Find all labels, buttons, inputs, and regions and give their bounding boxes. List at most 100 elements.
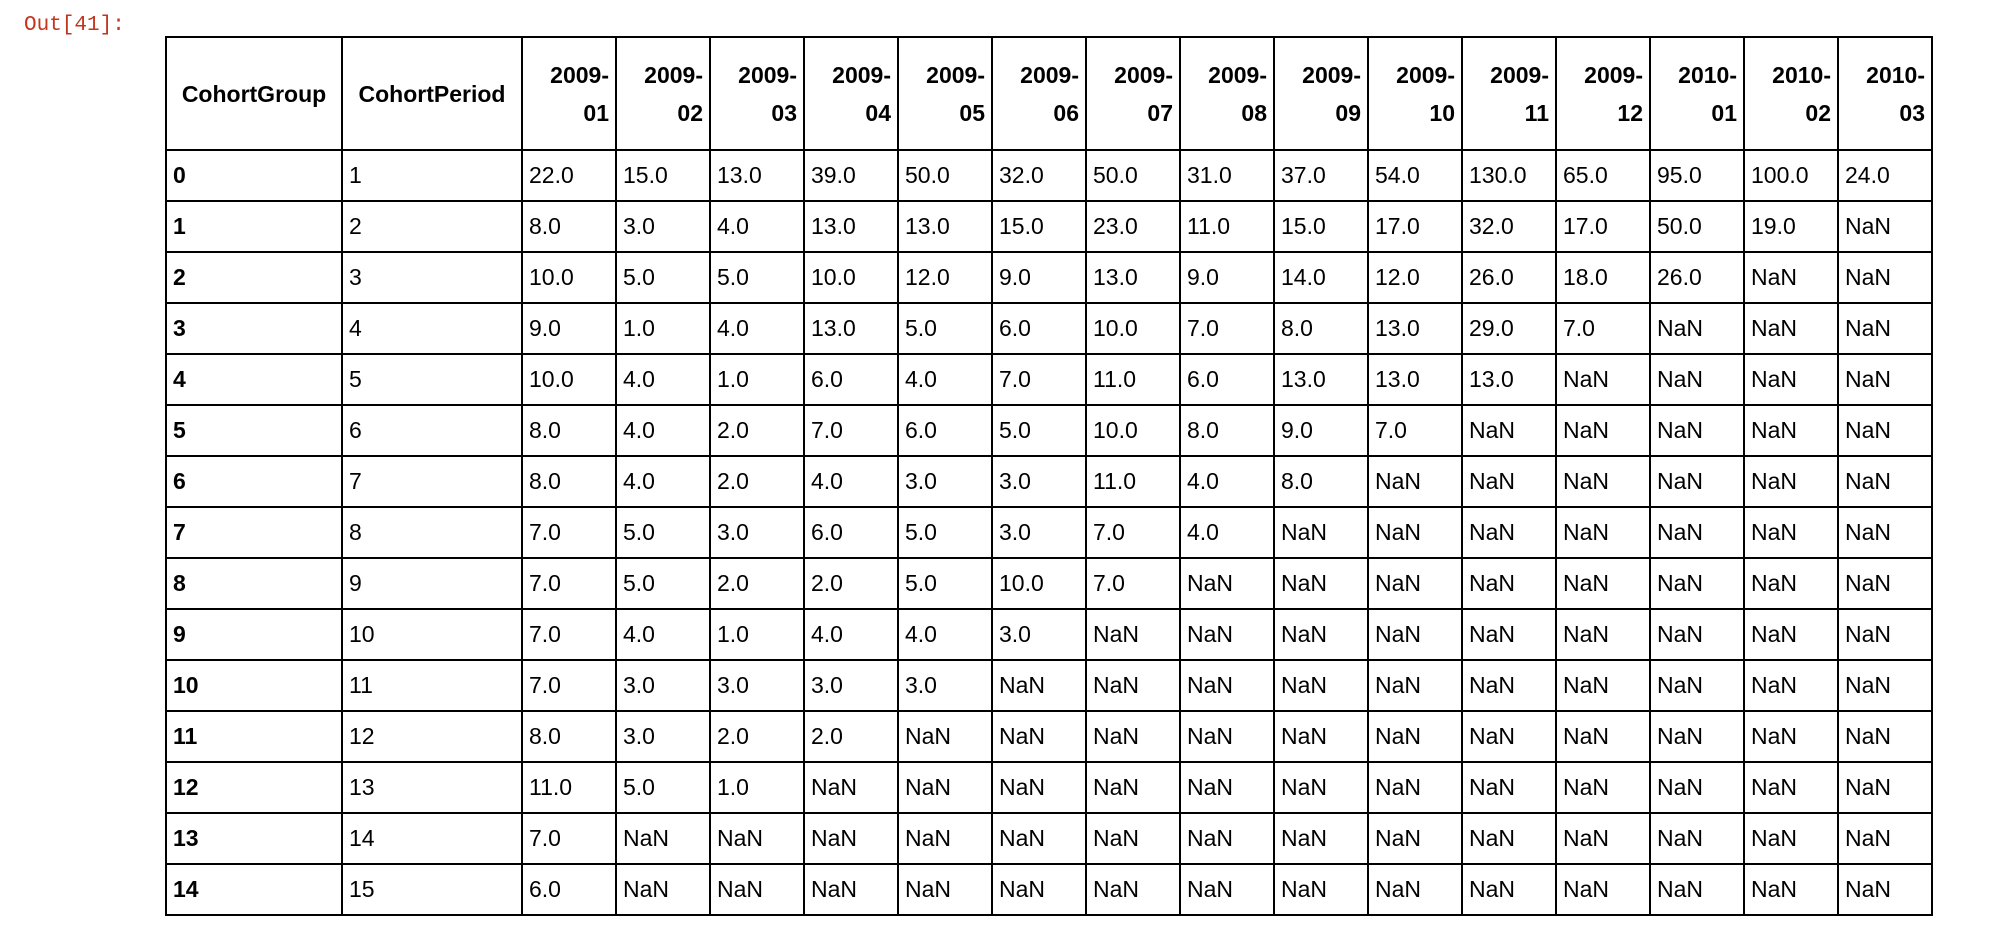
table-cell: NaN	[1179, 557, 1275, 610]
table-cell: 8.0	[521, 404, 617, 457]
table-cell: 7.0	[1367, 404, 1463, 457]
table-cell: NaN	[991, 812, 1087, 865]
table-cell: 50.0	[1649, 200, 1745, 253]
table-cell: NaN	[1649, 608, 1745, 661]
column-header: 2009- 02	[615, 36, 711, 151]
table-cell: NaN	[1837, 659, 1933, 712]
table-cell: NaN	[1085, 608, 1181, 661]
dataframe-output: CohortGroup CohortPeriod 2009- 01 2009- 02…	[165, 36, 1933, 916]
table-cell: 4	[341, 302, 523, 355]
table-row: 0 1 22.0 15.0 13.0 39.0 50.0 32.0 50.0 31.0 37.0 54…	[165, 149, 1933, 202]
table-cell: NaN	[1367, 761, 1463, 814]
table-cell: NaN	[1461, 710, 1557, 763]
row-index-cell: 9	[165, 608, 343, 661]
table-cell: 13.0	[897, 200, 993, 253]
table-cell: 32.0	[1461, 200, 1557, 253]
table-row: 4 5 10.0 4.0 1.0 6.0 4.0 7.0 11.0 6.0 13.0 13.0 13.0…	[165, 353, 1933, 406]
table-row: 2 3 10.0 5.0 5.0 10.0 12.0 9.0 13.0 9.0 14.0 12.0 26…	[165, 251, 1933, 304]
table-header-row: CohortGroup CohortPeriod 2009- 01 2009- 02…	[165, 36, 1933, 151]
table-cell: NaN	[991, 710, 1087, 763]
table-cell: NaN	[1555, 608, 1651, 661]
table-cell: 65.0	[1555, 149, 1651, 202]
table-cell: 8	[341, 506, 523, 559]
table-cell: 7.0	[1555, 302, 1651, 355]
table-cell: NaN	[1555, 863, 1651, 916]
table-cell: NaN	[1085, 863, 1181, 916]
table-cell: 4.0	[615, 404, 711, 457]
column-header: 2009- 06	[991, 36, 1087, 151]
table-cell: 3.0	[803, 659, 899, 712]
table-cell: 50.0	[1085, 149, 1181, 202]
table-cell: NaN	[1179, 863, 1275, 916]
column-header: 2010- 03	[1837, 36, 1933, 151]
table-cell: 4.0	[803, 608, 899, 661]
table-cell: 4.0	[615, 455, 711, 508]
table-cell: 12.0	[897, 251, 993, 304]
table-cell: 4.0	[897, 608, 993, 661]
table-cell: 8.0	[1179, 404, 1275, 457]
table-cell: NaN	[1273, 863, 1369, 916]
table-cell: NaN	[1273, 761, 1369, 814]
table-cell: 37.0	[1273, 149, 1369, 202]
table-cell: 3.0	[709, 659, 805, 712]
table-cell: 10.0	[1085, 404, 1181, 457]
table-cell: 7.0	[521, 812, 617, 865]
table-cell: 2.0	[803, 557, 899, 610]
column-header: 2009- 07	[1085, 36, 1181, 151]
table-cell: NaN	[1273, 659, 1369, 712]
table-row: 6 7 8.0 4.0 2.0 4.0 3.0 3.0 11.0 4.0 8.0 NaN NaN NaN N…	[165, 455, 1933, 508]
table-cell: 2.0	[709, 557, 805, 610]
table-cell: 14	[341, 812, 523, 865]
table-cell: 13.0	[709, 149, 805, 202]
table-cell: 5.0	[897, 506, 993, 559]
table-row: 14 15 6.0 NaN NaN NaN NaN NaN NaN NaN NaN NaN NaN NaN…	[165, 863, 1933, 916]
table-cell: NaN	[1743, 506, 1839, 559]
table-cell: NaN	[1649, 506, 1745, 559]
row-index-cell: 6	[165, 455, 343, 508]
table-cell: 5.0	[615, 557, 711, 610]
table-cell: 13.0	[1367, 353, 1463, 406]
table-cell: 15.0	[615, 149, 711, 202]
table-cell: 5.0	[709, 251, 805, 304]
table-cell: NaN	[1179, 812, 1275, 865]
table-cell: NaN	[1837, 557, 1933, 610]
table-cell: 39.0	[803, 149, 899, 202]
table-cell: NaN	[803, 761, 899, 814]
table-cell: 7.0	[991, 353, 1087, 406]
column-header: 2009- 11	[1461, 36, 1557, 151]
table-cell: 1.0	[709, 608, 805, 661]
table-cell: 4.0	[709, 302, 805, 355]
table-cell: 13.0	[1273, 353, 1369, 406]
table-cell: NaN	[991, 863, 1087, 916]
column-header: 2009- 08	[1179, 36, 1275, 151]
row-index-cell: 8	[165, 557, 343, 610]
table-cell: 4.0	[615, 353, 711, 406]
table-cell: NaN	[1743, 455, 1839, 508]
table-cell: NaN	[615, 812, 711, 865]
table-cell: 10	[341, 608, 523, 661]
table-cell: 9.0	[1273, 404, 1369, 457]
table-cell: 3.0	[897, 455, 993, 508]
table-cell: NaN	[709, 812, 805, 865]
column-header: 2010- 01	[1649, 36, 1745, 151]
table-cell: NaN	[1649, 302, 1745, 355]
table-cell: 50.0	[897, 149, 993, 202]
table-cell: NaN	[1555, 455, 1651, 508]
table-cell: 6	[341, 404, 523, 457]
table-cell: 11.0	[1179, 200, 1275, 253]
table-cell: NaN	[1649, 761, 1745, 814]
table-cell: NaN	[1743, 608, 1839, 661]
table-cell: NaN	[897, 710, 993, 763]
table-cell: 6.0	[803, 353, 899, 406]
row-index-cell: 0	[165, 149, 343, 202]
column-header-cohortperiod: CohortPeriod	[341, 36, 523, 151]
table-cell: 2.0	[803, 710, 899, 763]
table-cell: NaN	[1367, 608, 1463, 661]
row-index-cell: 5	[165, 404, 343, 457]
column-header: 2009- 05	[897, 36, 993, 151]
table-cell: NaN	[1461, 608, 1557, 661]
table-cell: NaN	[897, 863, 993, 916]
table-cell: NaN	[1461, 506, 1557, 559]
table-cell: NaN	[1837, 353, 1933, 406]
table-cell: 7.0	[521, 659, 617, 712]
